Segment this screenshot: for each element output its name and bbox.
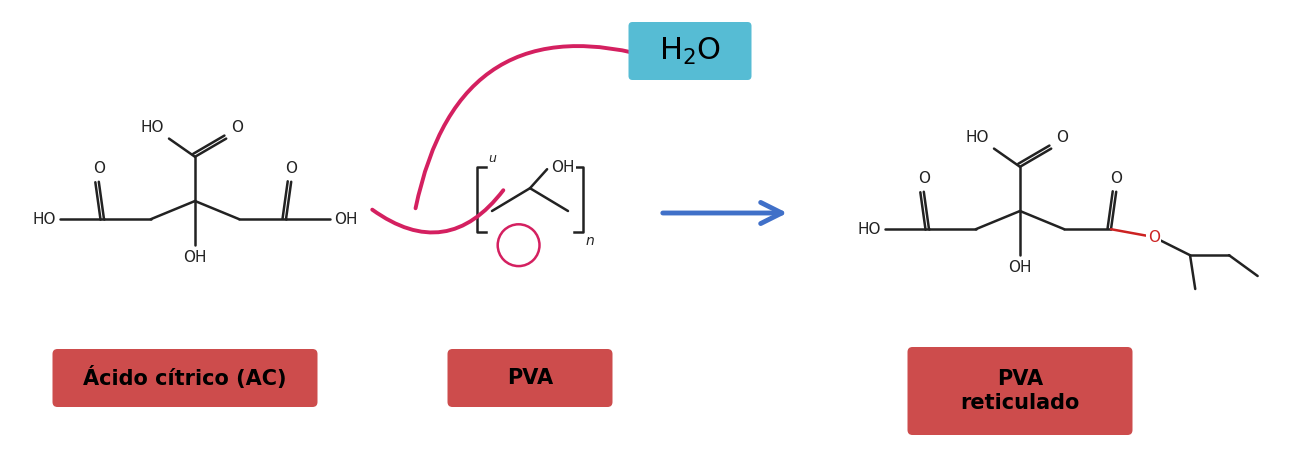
Text: n: n <box>586 234 593 248</box>
Text: Ácido cítrico (AC): Ácido cítrico (AC) <box>84 366 286 390</box>
Text: HO: HO <box>858 222 881 237</box>
Text: H$_2$O: H$_2$O <box>659 35 721 67</box>
FancyArrowPatch shape <box>663 202 782 224</box>
Text: OH: OH <box>183 250 206 265</box>
Text: O: O <box>917 171 930 186</box>
Text: O: O <box>93 161 104 176</box>
Text: u: u <box>488 152 495 165</box>
Text: O: O <box>1111 171 1122 186</box>
FancyArrowPatch shape <box>373 190 503 233</box>
Text: OH: OH <box>1009 260 1032 275</box>
Text: PVA
reticulado: PVA reticulado <box>960 369 1080 413</box>
Text: HO: HO <box>965 130 989 144</box>
FancyArrowPatch shape <box>415 46 658 208</box>
FancyBboxPatch shape <box>448 349 613 407</box>
Text: O: O <box>1148 229 1160 245</box>
Text: HO: HO <box>141 120 164 135</box>
Text: O: O <box>285 161 297 176</box>
Text: O: O <box>231 120 244 135</box>
Text: HO: HO <box>32 212 55 226</box>
FancyBboxPatch shape <box>628 22 752 80</box>
FancyBboxPatch shape <box>53 349 317 407</box>
Text: OH: OH <box>334 212 357 226</box>
Text: O: O <box>1057 130 1068 144</box>
FancyBboxPatch shape <box>907 347 1133 435</box>
Text: PVA: PVA <box>507 368 553 388</box>
Text: OH: OH <box>551 160 574 175</box>
